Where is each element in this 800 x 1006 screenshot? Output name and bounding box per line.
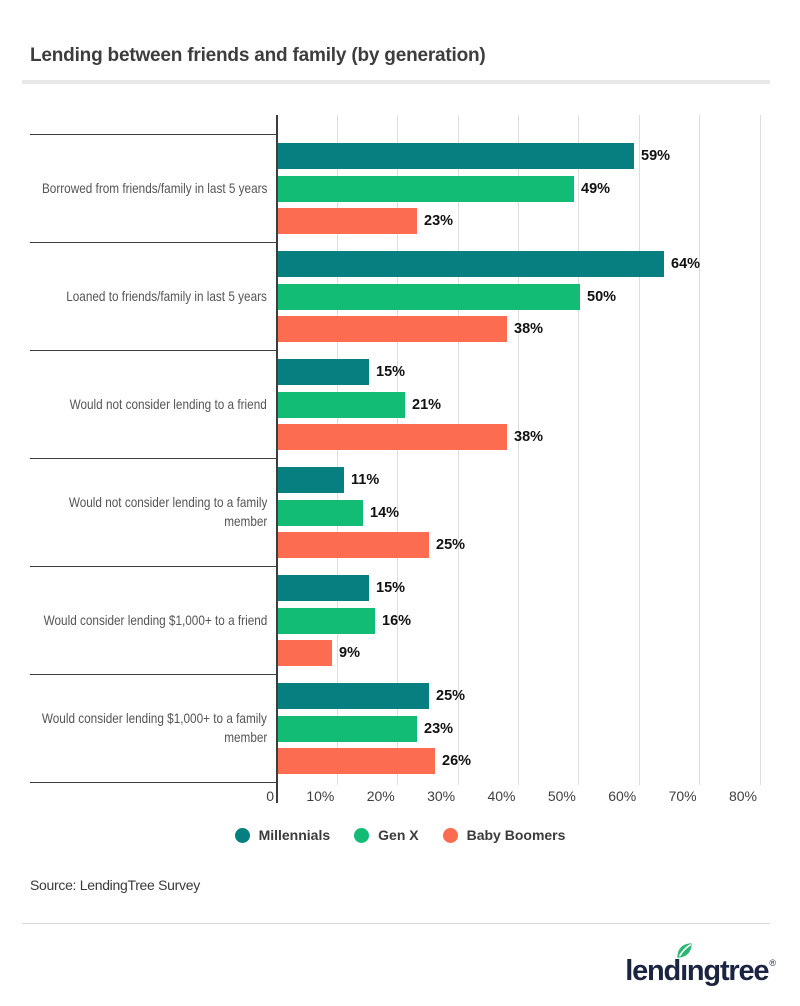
x-tick-label: 80%	[728, 788, 757, 804]
bar-value-label: 64%	[671, 256, 701, 272]
x-tick-label: 60%	[608, 788, 637, 804]
category-separator	[30, 134, 277, 135]
gridline	[578, 115, 580, 785]
gridline	[336, 115, 338, 785]
bar	[278, 359, 369, 385]
bar	[278, 640, 332, 666]
legend-label: Millennials	[258, 827, 331, 843]
category-label: Would not consider lending to a family me…	[30, 458, 267, 566]
footer-divider	[22, 923, 770, 924]
category-label-line: Would not consider lending to a friend	[69, 395, 267, 412]
bar	[278, 424, 507, 450]
x-tick-label: 20%	[366, 788, 395, 804]
bar-value-label: 16%	[382, 612, 412, 629]
category-label-line: Loaned to friends/family in last 5 years	[66, 287, 267, 304]
registered-mark: ®	[769, 958, 776, 968]
bar-value-label: 38%	[514, 429, 544, 445]
category-label: Borrowed from friends/family in last 5 y…	[30, 134, 267, 242]
bar	[278, 499, 363, 526]
bar-value-label: 9%	[339, 645, 360, 661]
category-label: Loaned to friends/family in last 5 years	[30, 242, 267, 350]
category-label-line: Would consider lending $1,000+ to a frie…	[43, 611, 267, 628]
bar-value-label: 23%	[424, 720, 454, 737]
bar	[278, 575, 369, 601]
bar	[278, 391, 405, 418]
bar	[278, 175, 574, 202]
x-tick-label: 30%	[427, 788, 456, 804]
gridline	[699, 115, 701, 785]
bar-value-label: 15%	[376, 580, 406, 596]
axis-line	[276, 115, 278, 803]
logo-text: lend ı ngtree	[625, 943, 770, 988]
bar	[278, 532, 429, 558]
bar	[278, 143, 634, 169]
bar-value-label: 25%	[436, 688, 466, 704]
legend-dot-icon	[354, 827, 370, 843]
bar-chart: 0 10% 20% 30% 40% 50% 60% 70% 80% Borrowed from f…	[0, 115, 800, 807]
category-label-line: Borrowed from friends/family in last 5 y…	[41, 179, 267, 196]
bar	[278, 715, 417, 742]
category-label-line: member	[223, 513, 267, 529]
logo-text-rest: ngtree	[686, 955, 770, 987]
logo-text-pre: lend	[625, 955, 681, 987]
category-separator	[30, 458, 277, 459]
bar	[278, 467, 344, 493]
legend-item: Gen X	[354, 827, 419, 843]
category-label: Would consider lending $1,000+ to a frie…	[30, 566, 267, 674]
category-separator	[30, 242, 277, 243]
category-label-line: member	[223, 729, 267, 745]
bar	[278, 683, 429, 709]
category-separator	[30, 566, 277, 567]
gridline	[397, 115, 399, 785]
gridline	[759, 115, 761, 785]
bar-value-label: 38%	[514, 321, 544, 337]
leaf-icon	[677, 943, 692, 958]
legend-dot-icon	[234, 827, 250, 843]
legend-label: Gen X	[378, 827, 419, 843]
legend-item: Baby Boomers	[442, 827, 566, 843]
bar	[278, 251, 664, 277]
title-divider	[22, 80, 770, 84]
bar-value-label: 50%	[587, 288, 617, 305]
logo-i: ı	[677, 943, 692, 988]
legend-item: Millennials	[234, 827, 331, 843]
bar	[278, 748, 435, 774]
bar-value-label: 11%	[351, 472, 380, 488]
category-label: Would not consider lending to a friend	[30, 350, 267, 458]
x-tick-label: 50%	[547, 788, 576, 804]
page-title: Lending between friends and family (by g…	[30, 45, 486, 66]
category-label-line: Would not consider lending to a family	[68, 494, 267, 510]
lendingtree-logo: lend ı ngtree ®	[625, 943, 776, 988]
bar-value-label: 14%	[370, 504, 400, 521]
bar	[278, 607, 375, 634]
bar-value-label: 15%	[376, 364, 406, 380]
x-tick-label: 40%	[487, 788, 516, 804]
source-note: Source: LendingTree Survey	[30, 877, 200, 893]
category-separator	[30, 782, 277, 783]
gridline	[518, 115, 519, 785]
category-label-line: Would consider lending $1,000+ to a fami…	[41, 710, 267, 726]
bar-value-label: 26%	[442, 753, 472, 769]
bar-value-label: 21%	[412, 396, 442, 413]
bar	[278, 283, 580, 310]
category-label: Would consider lending $1,000+ to a fami…	[30, 674, 267, 782]
legend-label: Baby Boomers	[466, 827, 566, 843]
bar-value-label: 49%	[581, 180, 611, 197]
bar-value-label: 59%	[641, 148, 671, 164]
x-tick-label: 70%	[668, 788, 697, 804]
x-tick-label: 10%	[306, 788, 335, 804]
gridline	[457, 115, 459, 785]
legend-dot-icon	[442, 827, 458, 843]
bar	[278, 316, 507, 342]
bar-value-label: 25%	[436, 537, 466, 553]
gridline	[638, 115, 640, 785]
bar-value-label: 23%	[424, 213, 454, 229]
bar	[278, 208, 417, 234]
category-separator	[30, 674, 277, 675]
legend: Millennials Gen X Baby Boomers	[0, 826, 800, 844]
x-tick-label: 0	[266, 788, 274, 804]
category-separator	[30, 350, 277, 351]
